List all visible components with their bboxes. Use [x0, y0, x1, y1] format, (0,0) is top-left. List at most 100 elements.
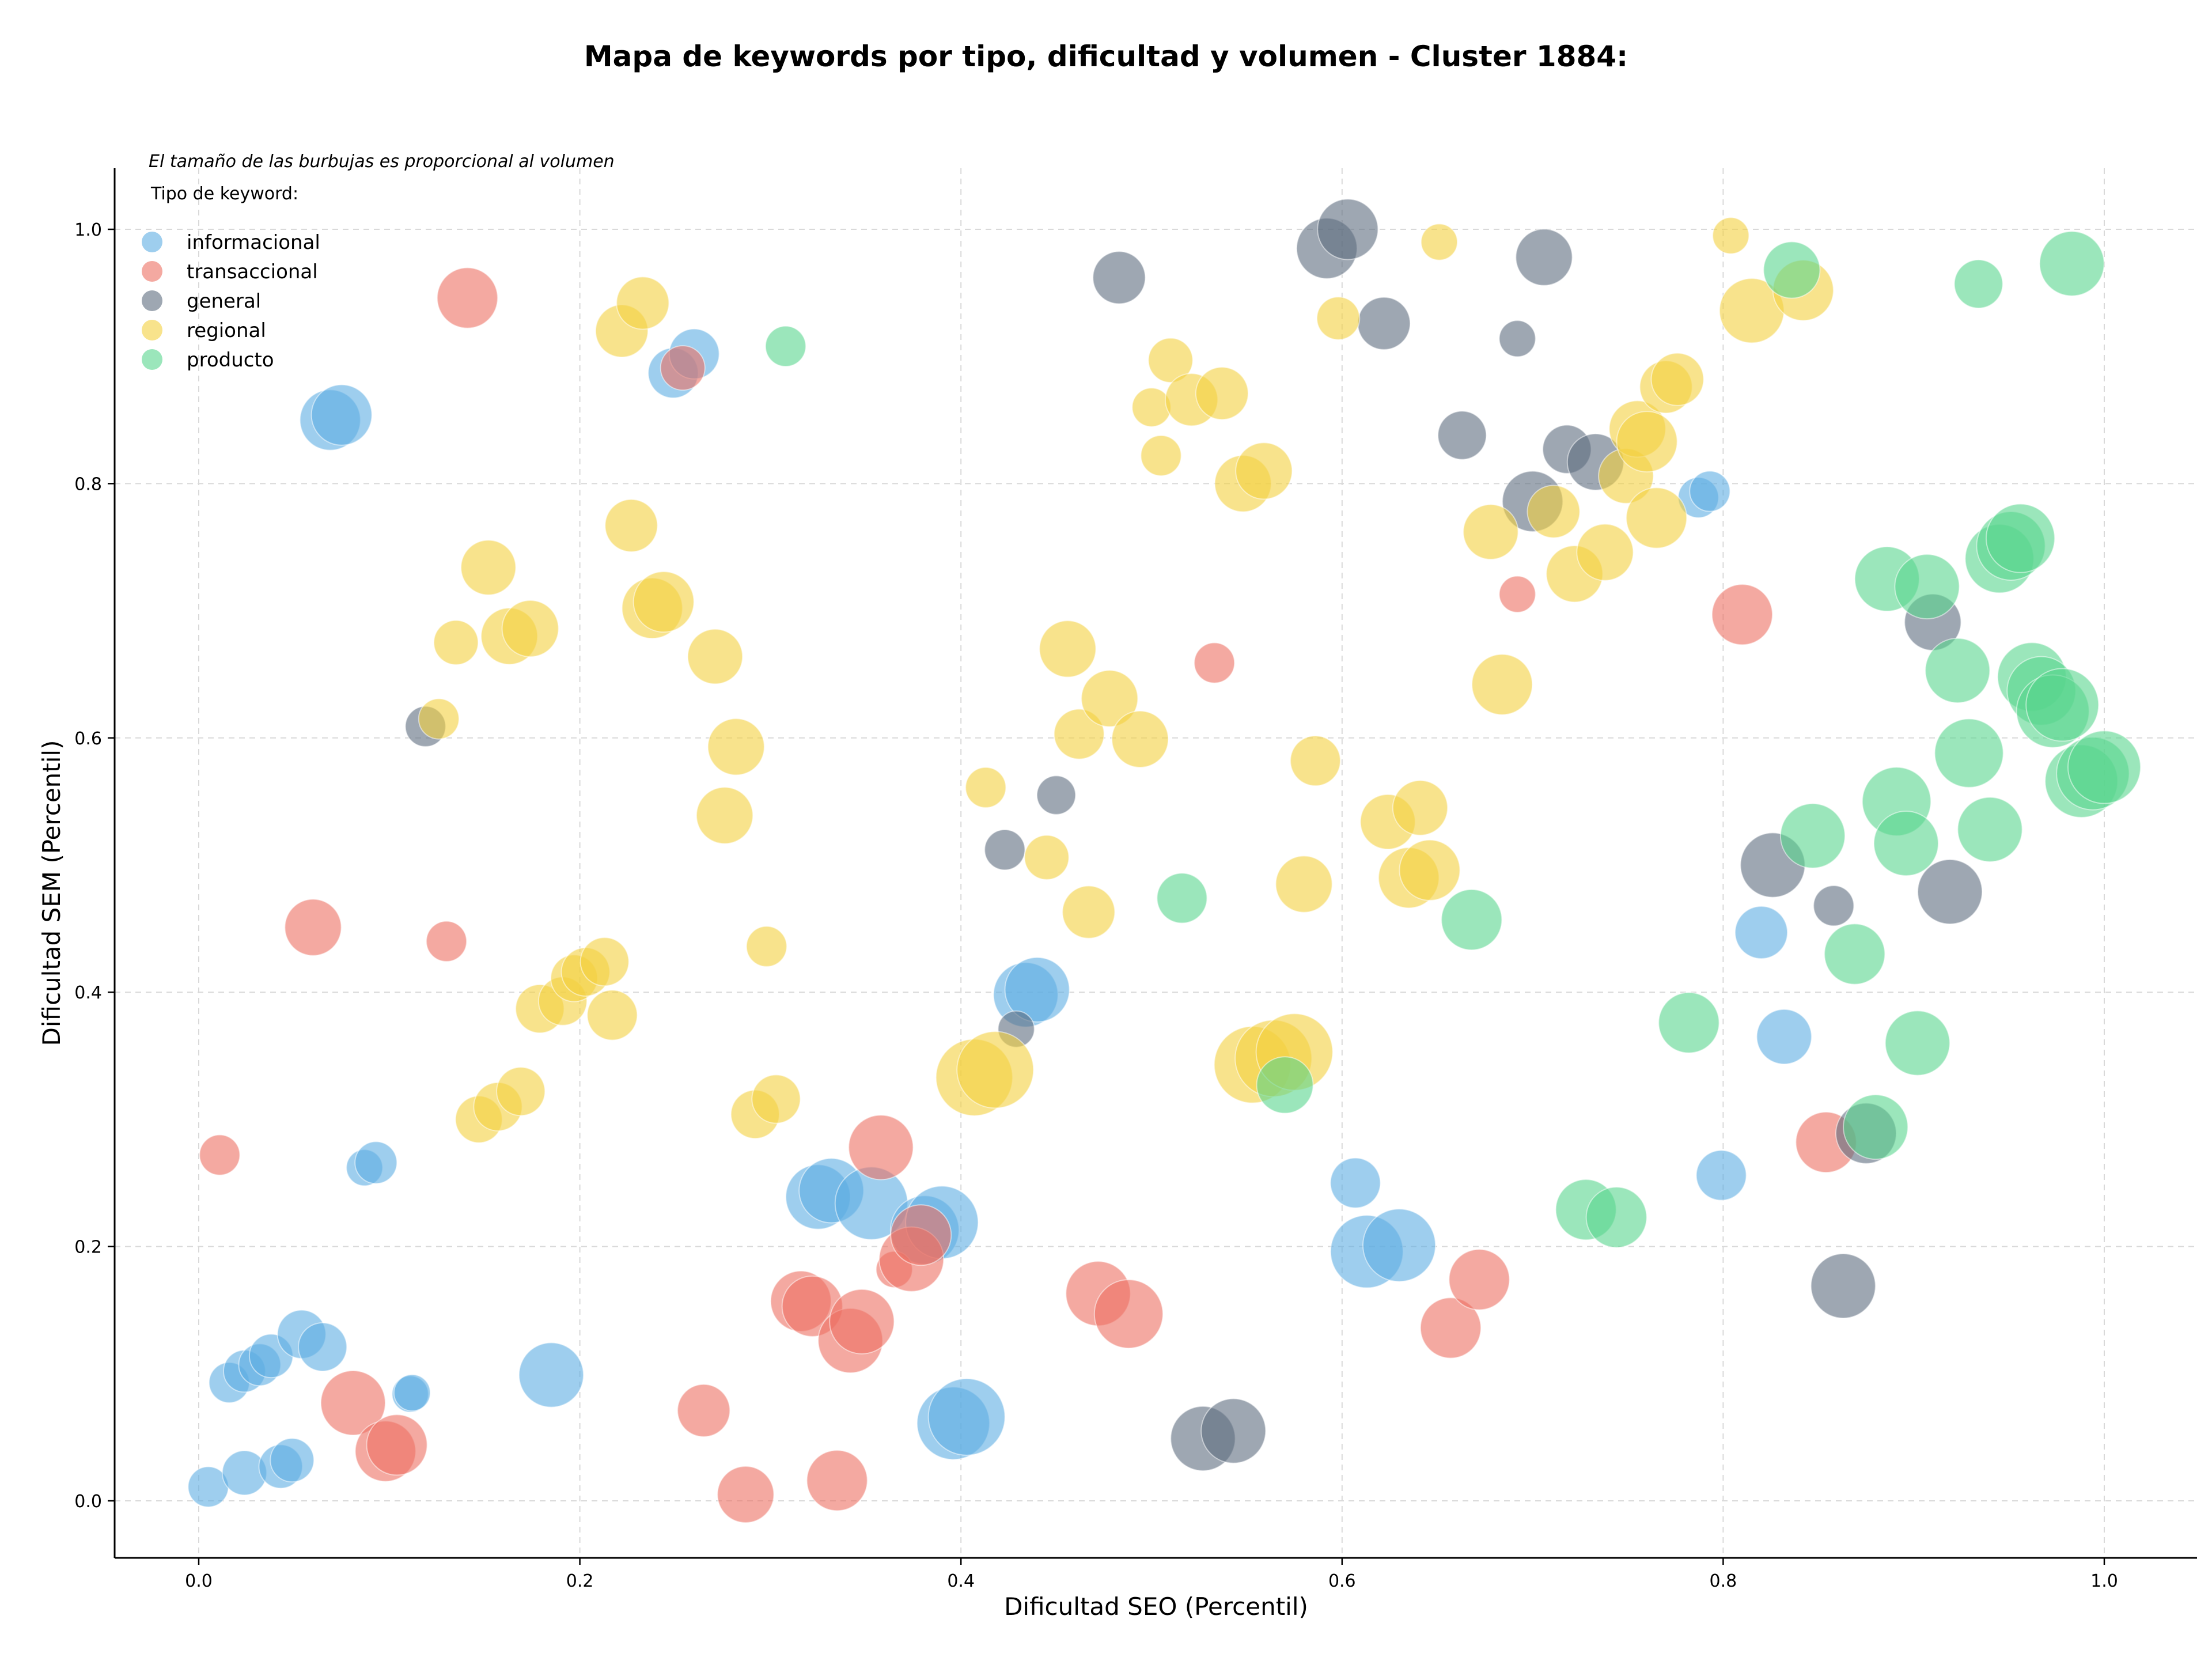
bubble-general	[1317, 198, 1379, 260]
x-tick-label: 0.0	[185, 1571, 213, 1591]
bubble-regional	[1576, 523, 1634, 581]
bubble-informacional	[354, 1141, 398, 1185]
bubble-transaccional	[717, 1465, 775, 1523]
bubble-regional	[1140, 434, 1182, 476]
bubble-producto	[1873, 810, 1939, 876]
bubble-general	[1200, 1398, 1267, 1464]
legend-marker	[142, 320, 162, 340]
legend-label: transaccional	[187, 260, 318, 283]
grid	[115, 168, 2197, 1558]
legend-marker	[142, 232, 162, 252]
volume-note: El tamaño de las burbujas es proporciona…	[149, 152, 615, 172]
bubble-regional	[604, 498, 658, 553]
series-informacional	[187, 328, 1812, 1508]
legend-marker	[142, 290, 162, 311]
y-tick-label: 0.0	[74, 1492, 102, 1512]
bubble-regional	[586, 989, 638, 1041]
bubble-regional	[1039, 620, 1097, 678]
bubble-transaccional	[426, 920, 468, 962]
bubble-informacional	[1734, 905, 1789, 959]
y-tick-label: 0.8	[74, 474, 102, 494]
bubble-informacional	[518, 1342, 584, 1408]
axes	[113, 168, 2197, 1559]
bubble-producto	[2039, 230, 2105, 297]
bubble-informacional	[1362, 1208, 1437, 1282]
legend-title: Tipo de keyword:	[150, 184, 298, 204]
bubble-regional	[1392, 780, 1449, 836]
bubble-producto	[1934, 718, 2004, 788]
bubble-producto	[1658, 992, 1720, 1054]
y-ticks: 0.0 0.2 0.4 0.6 0.8 1.0	[74, 220, 115, 1512]
bubble-transaccional	[1448, 1248, 1510, 1311]
series-transaccional	[199, 267, 1857, 1523]
bubble-regional	[616, 276, 670, 330]
bubble-regional	[1235, 442, 1293, 500]
bubble-regional	[1463, 504, 1519, 560]
bubble-informacional	[1330, 1157, 1381, 1209]
bubble-regional	[1527, 485, 1581, 539]
bubble-informacional	[1695, 1149, 1747, 1201]
bubble-general	[1810, 1253, 1876, 1319]
bubble-regional	[1290, 735, 1341, 786]
bubble-transaccional	[1711, 584, 1773, 646]
bubble-producto	[1957, 796, 2023, 862]
legend-item-regional: regional	[142, 319, 266, 342]
bubble-producto	[1441, 888, 1503, 951]
x-tick-label: 0.4	[947, 1571, 975, 1591]
bubble-regional	[632, 571, 695, 633]
bubble-regional	[501, 599, 559, 657]
bubble-producto	[1925, 637, 1991, 703]
bubble-producto	[2067, 730, 2141, 804]
legend-label: regional	[187, 319, 266, 342]
bubble-transaccional	[436, 267, 498, 329]
series-regional	[418, 217, 1834, 1144]
bubble-producto	[1824, 923, 1886, 985]
bubble-informacional	[310, 384, 373, 446]
bubble-general	[984, 829, 1026, 871]
y-axis-label: Dificultad SEM (Percentil)	[37, 740, 66, 1046]
bubble-producto	[1894, 554, 1960, 620]
bubble-regional	[1111, 710, 1169, 769]
bubble-regional	[433, 619, 479, 665]
legend-marker	[142, 261, 162, 282]
bubble-general	[1917, 858, 1983, 925]
series-producto	[764, 230, 2141, 1248]
bubble-producto	[764, 326, 806, 368]
bubble-producto	[2025, 668, 2100, 742]
bubble-transaccional	[320, 1370, 386, 1436]
bubble-producto	[1953, 259, 2003, 309]
bubble-regional	[1626, 487, 1688, 549]
bubble-regional	[1024, 834, 1070, 880]
bubble-transaccional	[1093, 1279, 1164, 1349]
bubble-regional	[1616, 411, 1678, 473]
bubble-transaccional	[1419, 1297, 1482, 1359]
bubble-regional	[579, 937, 630, 987]
y-tick-label: 0.6	[74, 729, 102, 749]
bubble-informacional	[927, 1378, 1006, 1456]
y-tick-label: 1.0	[74, 220, 102, 240]
x-tick-label: 0.6	[1328, 1571, 1356, 1591]
bubble-producto	[1843, 1094, 1909, 1160]
bubble-regional	[707, 718, 765, 776]
bubble-general	[1036, 775, 1077, 815]
bubble-regional	[1275, 855, 1333, 913]
legend-item-transaccional: transaccional	[142, 260, 318, 283]
bubble-transaccional	[366, 1414, 428, 1476]
bubble-regional	[965, 766, 1007, 808]
bubble-regional	[1316, 296, 1361, 340]
bubble-informacional	[1756, 1008, 1812, 1065]
legend-item-producto: producto	[142, 349, 274, 372]
bubble-regional	[1471, 653, 1533, 716]
bubble-regional	[1147, 337, 1194, 383]
legend-label: producto	[187, 349, 274, 372]
bubbles	[187, 198, 2141, 1523]
bubble-regional	[751, 1074, 801, 1124]
bubble-regional	[687, 628, 744, 685]
bubble-transaccional	[199, 1134, 241, 1176]
bubble-transaccional	[677, 1383, 731, 1437]
bubble-producto	[1256, 1056, 1314, 1114]
bubble-regional	[1399, 839, 1461, 901]
x-ticks: 0.0 0.2 0.4 0.6 0.8 1.0	[185, 1558, 2118, 1591]
legend-label: general	[187, 290, 261, 313]
chart-title: Mapa de keywords por tipo, dificultad y …	[584, 40, 1628, 73]
